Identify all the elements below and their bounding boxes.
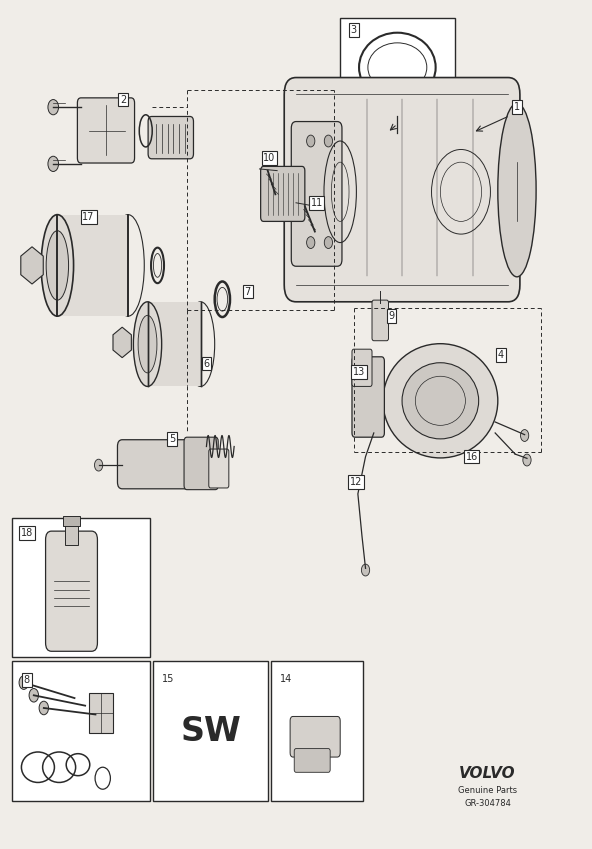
Text: 7: 7	[244, 287, 251, 296]
Text: 12: 12	[350, 477, 362, 487]
Text: 10: 10	[263, 153, 276, 163]
Text: 13: 13	[353, 367, 365, 377]
FancyBboxPatch shape	[352, 349, 372, 386]
Bar	[12, 518, 150, 657]
Circle shape	[19, 676, 28, 689]
Text: 6: 6	[204, 358, 210, 368]
Circle shape	[39, 701, 49, 715]
Ellipse shape	[133, 301, 162, 386]
Circle shape	[48, 99, 59, 115]
Circle shape	[523, 454, 531, 466]
Text: 14: 14	[279, 674, 292, 684]
Bar	[340, 19, 455, 115]
Ellipse shape	[138, 315, 157, 373]
Polygon shape	[113, 327, 131, 357]
Circle shape	[95, 459, 103, 471]
Text: 15: 15	[162, 674, 174, 684]
Bar	[153, 661, 268, 801]
Bar	[65, 523, 78, 545]
Polygon shape	[21, 247, 43, 284]
FancyBboxPatch shape	[209, 449, 229, 488]
FancyBboxPatch shape	[284, 77, 520, 301]
Circle shape	[307, 135, 315, 147]
Text: 2: 2	[120, 94, 127, 104]
FancyBboxPatch shape	[148, 116, 194, 159]
Bar	[63, 516, 80, 526]
FancyBboxPatch shape	[372, 300, 388, 340]
Text: 1: 1	[514, 102, 520, 112]
Ellipse shape	[41, 215, 73, 316]
Bar	[271, 661, 362, 801]
Text: 3: 3	[350, 25, 357, 35]
FancyBboxPatch shape	[291, 121, 342, 267]
Circle shape	[307, 237, 315, 249]
Text: 4: 4	[498, 350, 504, 360]
Circle shape	[29, 689, 38, 702]
Circle shape	[48, 156, 59, 171]
Text: 8: 8	[24, 675, 30, 685]
Ellipse shape	[402, 363, 479, 439]
FancyBboxPatch shape	[290, 717, 340, 757]
Text: SW: SW	[180, 715, 241, 748]
Circle shape	[324, 237, 333, 249]
Text: 18: 18	[21, 528, 33, 537]
Text: 16: 16	[465, 452, 478, 462]
Circle shape	[324, 135, 333, 147]
FancyBboxPatch shape	[352, 357, 384, 437]
Text: VOLVO: VOLVO	[459, 766, 516, 780]
Bar	[57, 215, 128, 316]
Circle shape	[520, 430, 529, 441]
Bar	[89, 693, 113, 734]
Text: 9: 9	[388, 312, 394, 321]
Circle shape	[361, 564, 369, 576]
FancyBboxPatch shape	[78, 98, 134, 163]
Text: GR-304784: GR-304784	[464, 799, 511, 808]
FancyBboxPatch shape	[184, 437, 218, 490]
Bar	[12, 661, 150, 801]
Ellipse shape	[498, 104, 536, 277]
Text: 5: 5	[169, 434, 175, 444]
FancyBboxPatch shape	[260, 166, 305, 222]
Text: Genuine Parts: Genuine Parts	[458, 785, 517, 795]
Text: 17: 17	[82, 212, 95, 222]
FancyBboxPatch shape	[294, 749, 330, 773]
FancyBboxPatch shape	[117, 440, 195, 489]
Ellipse shape	[383, 344, 498, 458]
Bar	[147, 301, 201, 386]
Ellipse shape	[46, 231, 69, 300]
FancyBboxPatch shape	[46, 531, 98, 651]
Text: 11: 11	[310, 198, 323, 208]
